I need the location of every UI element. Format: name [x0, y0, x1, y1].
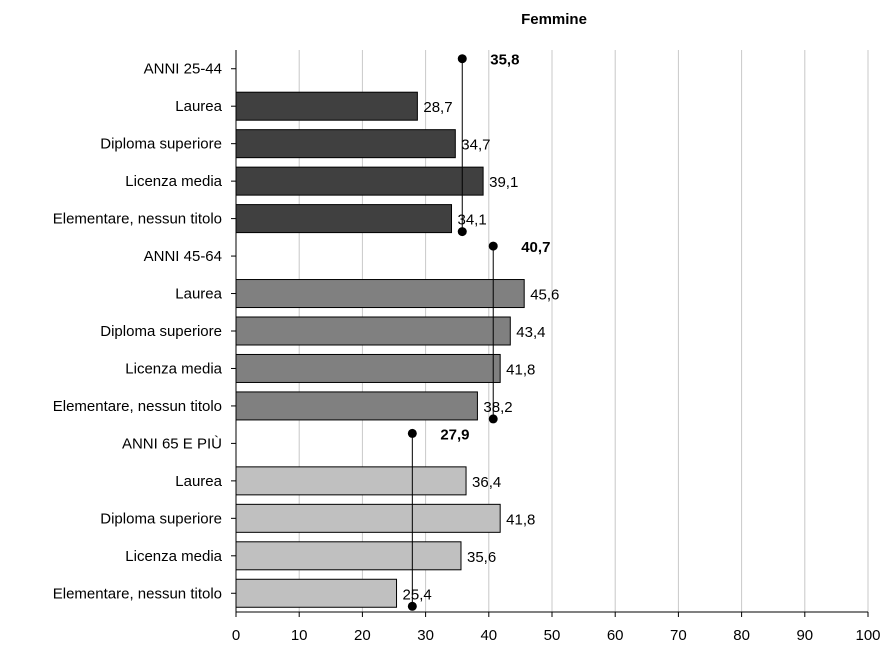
bar-value-label: 39,1 [489, 174, 518, 191]
average-lines [407, 54, 498, 611]
bar-value-label: 34,1 [458, 212, 487, 229]
bar-value-label: 45,6 [530, 287, 559, 304]
bar [235, 541, 462, 571]
average-marker [457, 54, 467, 64]
bars [235, 91, 525, 608]
bar [235, 391, 478, 421]
bar-value-label: 34,7 [461, 137, 490, 154]
average-label: 27,9 [440, 426, 469, 443]
x-tick-label: 20 [354, 627, 371, 644]
x-tick-label: 90 [796, 627, 813, 644]
bar-value-label: 25,4 [403, 586, 432, 603]
axes: 0 10 20 30 40 50 60 70 80 90 100 [231, 50, 881, 644]
bar [235, 353, 501, 383]
category-label: Laurea [175, 286, 222, 303]
bar [235, 316, 511, 346]
chart-title: Femmine [521, 11, 587, 28]
x-tick-label: 60 [607, 627, 624, 644]
average-marker [488, 414, 498, 424]
x-tick-label: 30 [417, 627, 434, 644]
bar-value-label: 38,2 [483, 399, 512, 416]
category-label: Laurea [175, 473, 222, 490]
group-label: ANNI 65 E PIÙ [122, 435, 222, 452]
x-tick-label: 40 [480, 627, 497, 644]
group-label: ANNI 25-44 [144, 61, 222, 78]
bar [235, 129, 456, 159]
average-marker [407, 428, 417, 438]
x-tick-label: 80 [733, 627, 750, 644]
category-label: Elementare, nessun titolo [53, 211, 222, 228]
average-marker [488, 241, 498, 251]
average-marker [407, 601, 417, 611]
bar [235, 578, 398, 608]
bar [235, 466, 467, 496]
x-tick-label: 100 [855, 627, 880, 644]
category-label: Licenza media [125, 173, 222, 190]
category-label: Elementare, nessun titolo [53, 585, 222, 602]
x-tick-label: 70 [670, 627, 687, 644]
bar [235, 204, 453, 234]
category-label: Licenza media [125, 548, 222, 565]
category-label: Diploma superiore [100, 510, 222, 527]
bar [235, 166, 484, 196]
category-label: Diploma superiore [100, 323, 222, 340]
category-label: Laurea [175, 98, 222, 115]
bar [235, 279, 525, 309]
category-label: Licenza media [125, 360, 222, 377]
bar-value-label: 28,7 [423, 99, 452, 116]
bar [235, 503, 501, 533]
average-marker [457, 227, 467, 237]
group-label: ANNI 45-64 [144, 248, 222, 265]
x-tick-label: 0 [232, 627, 240, 644]
average-label: 35,8 [490, 52, 519, 69]
bar-value-label: 43,4 [516, 324, 545, 341]
bar-value-label: 41,8 [506, 511, 535, 528]
x-tick-label: 10 [291, 627, 308, 644]
bar-value-label: 41,8 [506, 361, 535, 378]
bar-value-label: 36,4 [472, 474, 501, 491]
bar-value-label: 35,6 [467, 549, 496, 566]
average-label: 40,7 [521, 239, 550, 256]
category-label: Diploma superiore [100, 136, 222, 153]
category-label: Elementare, nessun titolo [53, 398, 222, 415]
bar [235, 91, 418, 121]
x-tick-label: 50 [544, 627, 561, 644]
category-labels: ANNI 25-44 28,7 Laurea 34,7 Diploma superior… [53, 52, 560, 604]
